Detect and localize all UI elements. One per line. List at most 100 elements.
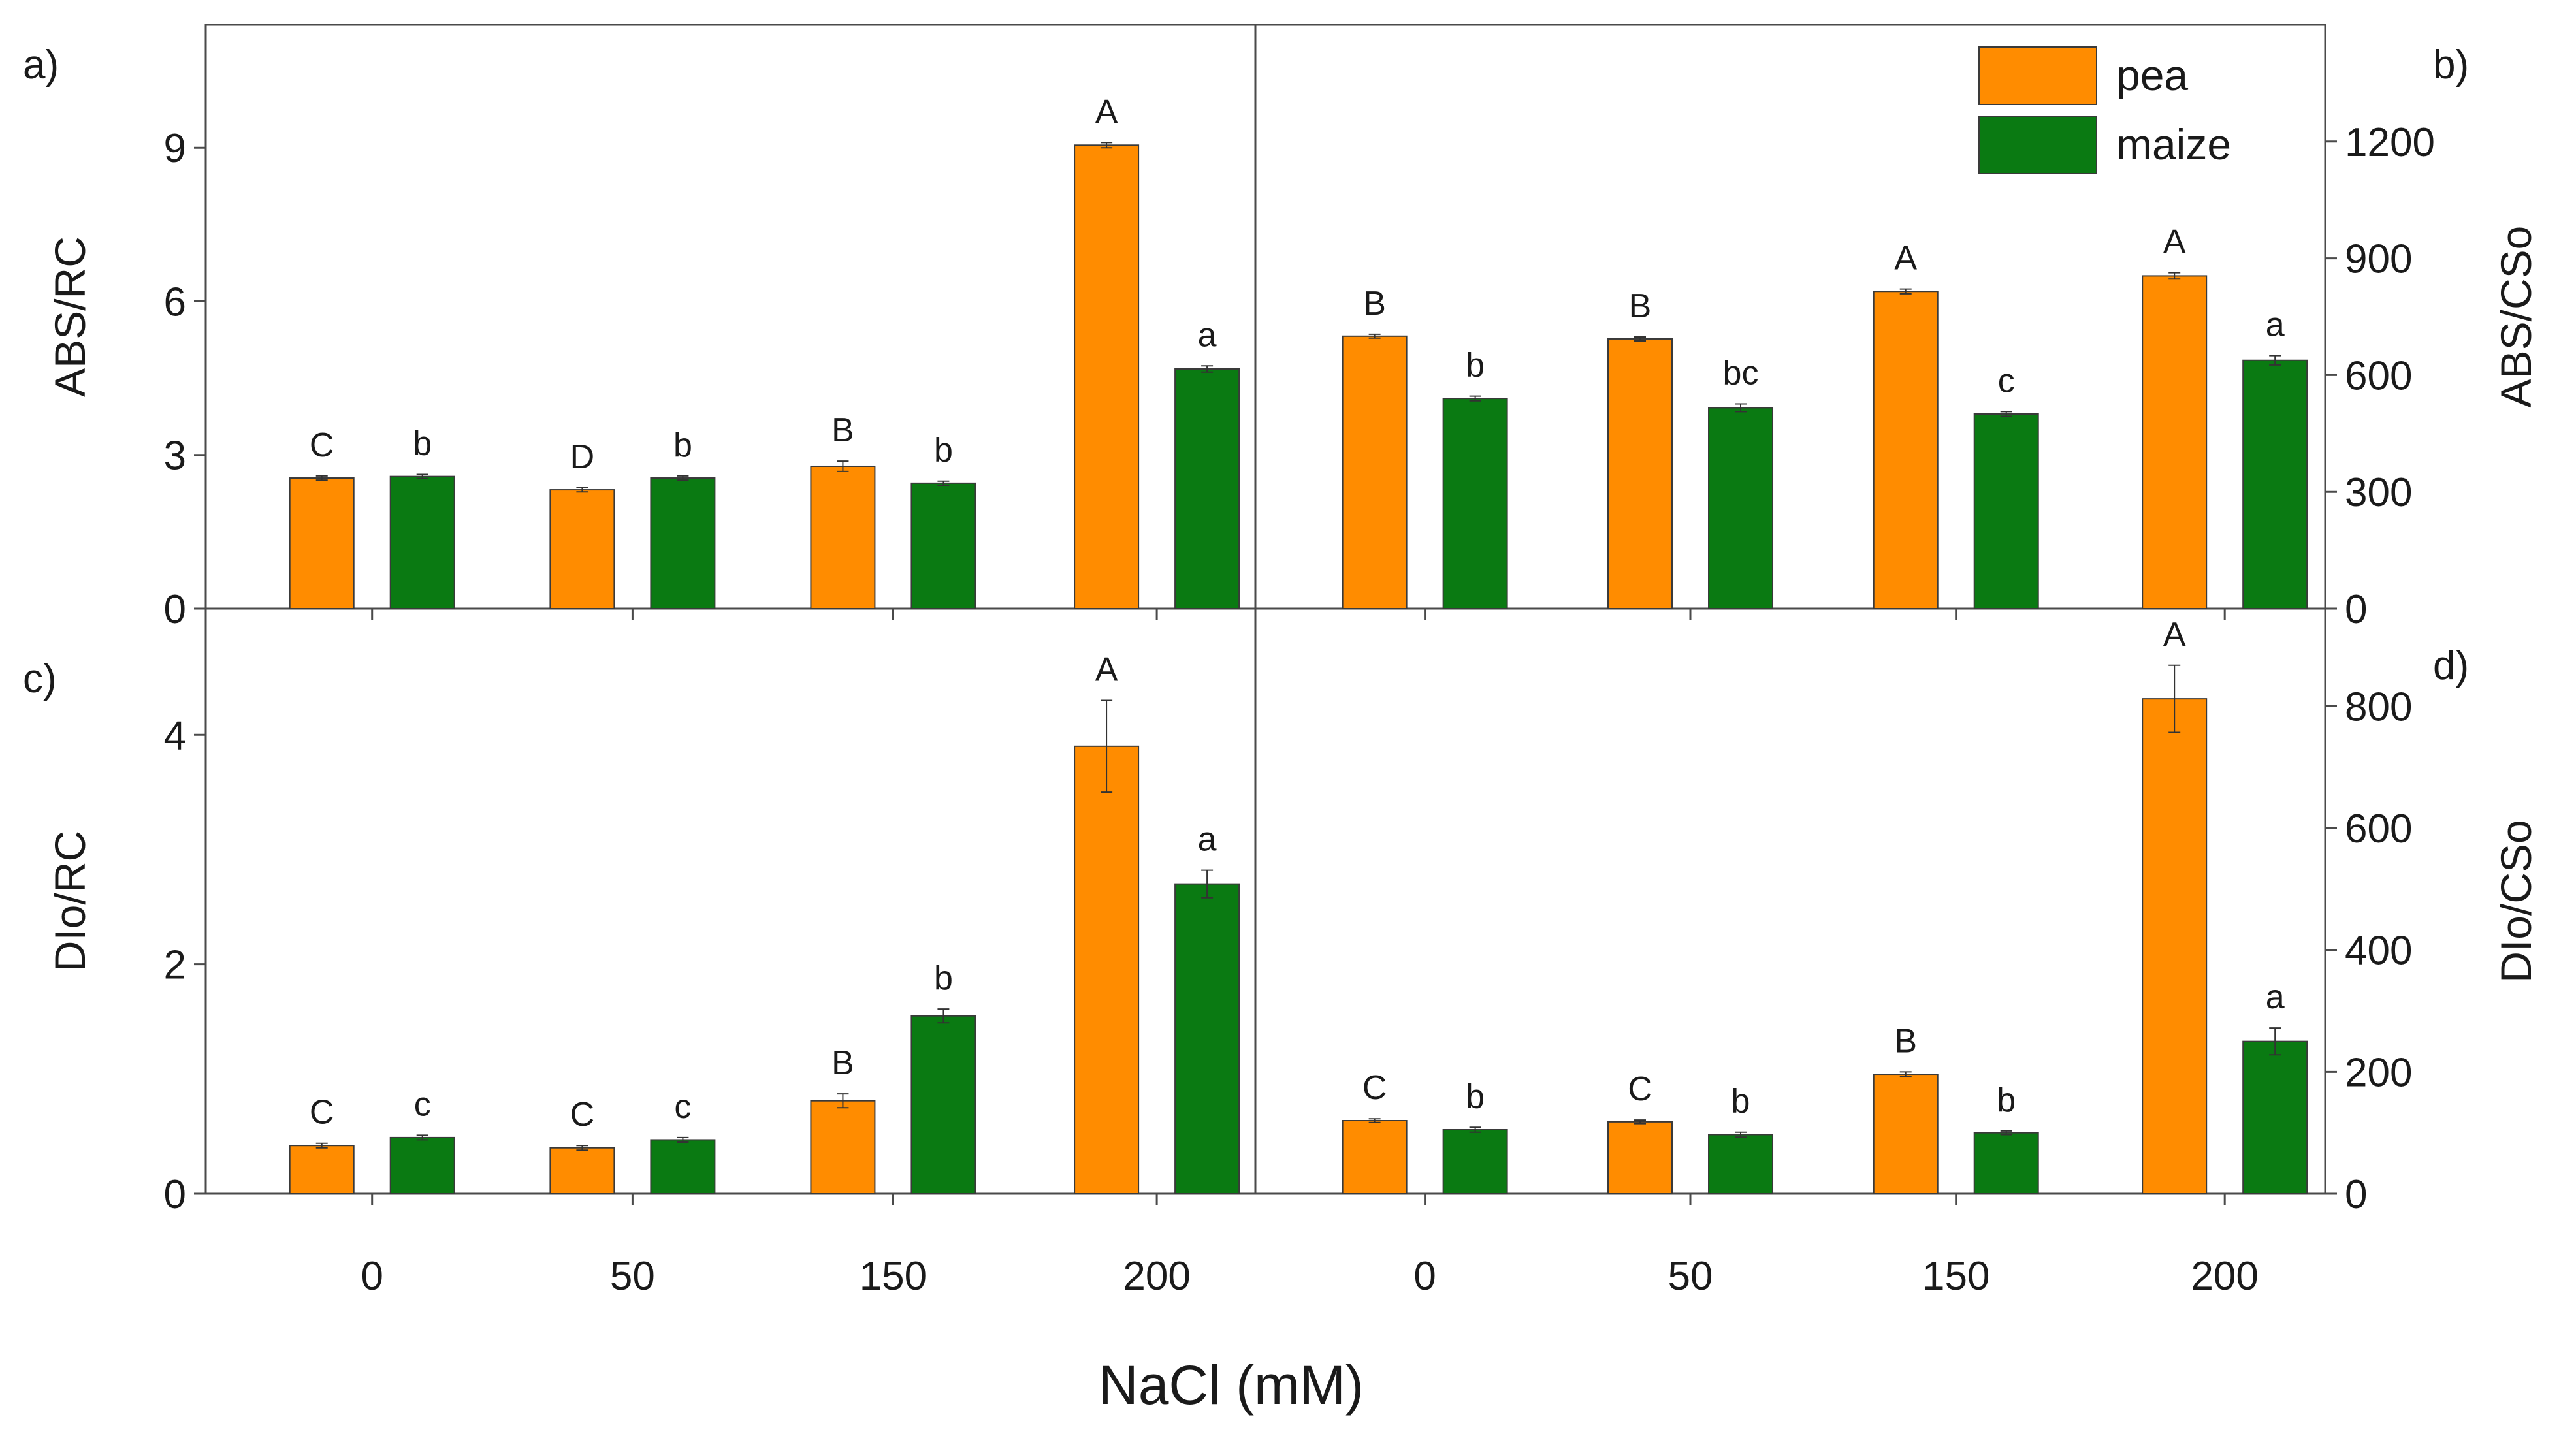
- y-tick-label: 200: [2345, 1050, 2412, 1095]
- bar-pea: [1074, 144, 1140, 609]
- significance-label: a: [1198, 316, 1217, 354]
- y-axis-title: DIo/CSo: [2492, 820, 2540, 982]
- bar-pea: [2142, 698, 2208, 1194]
- bar-maize: [1973, 413, 2039, 609]
- bar-pea: [1873, 291, 1939, 609]
- significance-label: b: [934, 959, 953, 997]
- y-tick-label: 600: [2345, 806, 2412, 852]
- significance-label: b: [413, 425, 432, 463]
- bar-pea: [2142, 275, 2208, 609]
- panels: 0 3 6 9 ABS/RC a) C D B Ab b b a 0 300 600 900 1200 ABS/CS…: [23, 24, 2540, 1299]
- significance-label: b: [1997, 1081, 2016, 1119]
- y-tick-label: 300: [2345, 470, 2412, 515]
- y-tick-label: 800: [2345, 684, 2412, 729]
- significance-label: A: [2163, 223, 2186, 261]
- significance-label: b: [1466, 347, 1485, 385]
- x-tick-label: 0: [1413, 1254, 1436, 1299]
- x-tick-label: 50: [610, 1254, 655, 1299]
- y-tick-label: 0: [164, 587, 186, 632]
- bar-pea: [289, 1145, 355, 1195]
- significance-label: bc: [1723, 355, 1759, 392]
- significance-label: A: [1095, 93, 1118, 131]
- y-tick-label: 600: [2345, 353, 2412, 398]
- y-tick-label: 6: [164, 279, 186, 325]
- bar-maize: [1708, 407, 1774, 609]
- bar-pea: [1342, 1120, 1408, 1194]
- bar-maize: [389, 475, 455, 610]
- bar-pea: [810, 1100, 876, 1194]
- bar-maize: [1442, 398, 1508, 609]
- bar-pea: [549, 1147, 615, 1194]
- significance-label: a: [2266, 306, 2285, 344]
- significance-label: C: [310, 426, 334, 464]
- significance-label: a: [2266, 978, 2285, 1016]
- y-axis-title: ABS/RC: [46, 236, 94, 397]
- significance-label: b: [1731, 1083, 1750, 1121]
- panel-label: a): [23, 42, 59, 88]
- x-tick-label: 0: [361, 1254, 383, 1299]
- legend: pea maize: [1978, 46, 2231, 174]
- legend-label-pea: pea: [2116, 51, 2188, 99]
- y-tick-label: 1200: [2345, 120, 2435, 165]
- significance-label: b: [934, 432, 953, 470]
- bar-pea: [1607, 338, 1673, 609]
- bar-maize: [1973, 1132, 2039, 1194]
- panel-c: 0 2 4 DIo/RC c) 0 50 150 200 C C B Ac c b a: [23, 651, 1240, 1299]
- bar-pea: [549, 489, 615, 610]
- significance-label: C: [570, 1096, 595, 1134]
- panel-label: d): [2433, 643, 2469, 688]
- significance-label: C: [310, 1094, 334, 1132]
- bar-pea: [289, 477, 355, 609]
- bar-pea: [1074, 745, 1140, 1194]
- x-axis-title: NaCl (mM): [1099, 1354, 1364, 1416]
- bar-pea: [1342, 335, 1408, 609]
- bar-maize: [1174, 883, 1240, 1195]
- x-tick-label: 50: [1668, 1254, 1713, 1299]
- legend-swatch-pea: [1978, 46, 2097, 105]
- bar-maize: [910, 1015, 976, 1194]
- significance-label: c: [414, 1085, 431, 1123]
- significance-label: A: [1894, 240, 1917, 278]
- y-tick-label: 9: [164, 126, 186, 171]
- y-axis-title: DIo/RC: [46, 831, 94, 972]
- significance-label: c: [674, 1088, 691, 1126]
- bar-maize: [1442, 1129, 1508, 1194]
- y-tick-label: 4: [164, 713, 186, 758]
- significance-label: D: [570, 438, 595, 476]
- significance-label: B: [831, 411, 854, 449]
- panel-label: b): [2433, 42, 2469, 88]
- panel-b: 0 300 600 900 1200 ABS/CSo b) B B A Ab bc c a: [1342, 42, 2540, 632]
- bar-pea: [1873, 1074, 1939, 1194]
- significance-label: b: [1466, 1077, 1485, 1115]
- x-tick-label: 200: [1123, 1254, 1190, 1299]
- significance-label: B: [1894, 1022, 1917, 1060]
- y-tick-label: 2: [164, 943, 186, 988]
- bar-maize: [650, 1139, 716, 1195]
- significance-label: b: [673, 426, 692, 464]
- significance-label: C: [1362, 1069, 1387, 1107]
- significance-label: A: [1095, 651, 1118, 689]
- panel-label: c): [23, 656, 57, 701]
- x-tick-label: 150: [1922, 1254, 1989, 1299]
- significance-label: a: [1198, 821, 1217, 859]
- significance-label: B: [1363, 285, 1386, 323]
- y-tick-label: 0: [2345, 587, 2367, 632]
- x-tick-label: 150: [860, 1254, 927, 1299]
- bar-maize: [910, 482, 976, 609]
- bar-maize: [389, 1136, 455, 1194]
- y-axis-title: ABS/CSo: [2492, 226, 2540, 408]
- panel-d: 0 200 400 600 800 DIo/CSo d) 0 50 150 200 C C B Ab b b a: [1342, 616, 2540, 1299]
- bar-pea: [1607, 1121, 1673, 1195]
- significance-label: C: [1628, 1070, 1652, 1108]
- bar-maize: [2242, 1040, 2308, 1194]
- bar-maize: [1708, 1134, 1774, 1195]
- y-tick-label: 0: [164, 1172, 186, 1217]
- significance-label: A: [2163, 616, 2186, 654]
- bar-maize: [650, 477, 716, 609]
- panel-a: 0 3 6 9 ABS/RC a) C D B Ab b b a: [23, 42, 1240, 632]
- legend-label-maize: maize: [2116, 120, 2231, 168]
- significance-label: c: [1998, 362, 2015, 400]
- significance-label: B: [831, 1044, 854, 1082]
- legend-swatch-maize: [1978, 116, 2097, 174]
